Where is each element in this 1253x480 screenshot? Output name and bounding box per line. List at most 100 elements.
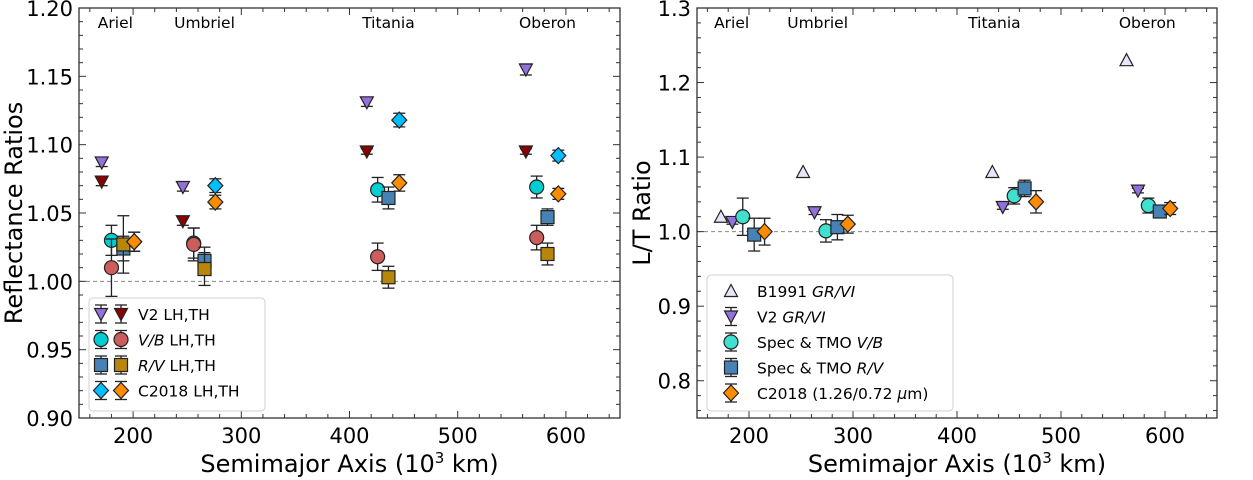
- moon-label-umbriel: Umbriel: [787, 14, 848, 32]
- data-point: [795, 164, 811, 179]
- y-tick-label: 1.3: [658, 0, 691, 21]
- series-rv_lh: [116, 186, 555, 276]
- legend: B1991 GR/VI V2 GR/VI Spec & TMO V/B Spec & …: [706, 274, 954, 412]
- x-tick-label: 500: [438, 424, 478, 448]
- legend-marker: [113, 307, 129, 322]
- data-point: [197, 261, 212, 277]
- data-point: [381, 270, 396, 285]
- series-rv: [747, 179, 1167, 252]
- legend-entry-label: C2018 (1.26/0.72 μm): [757, 385, 928, 403]
- moon-label-ariel: Ariel: [98, 14, 133, 32]
- y-tick-label: 1.0: [658, 221, 691, 245]
- legend-entry-label: R/V LH,TH: [138, 357, 216, 375]
- data-point: [550, 146, 567, 165]
- legend-entry-label: V2 LH,TH: [138, 306, 210, 324]
- y-axis-label: Reflectance Ratios: [0, 102, 28, 324]
- x-tick-label: 200: [113, 424, 153, 448]
- y-tick-label: 1.2: [658, 72, 691, 96]
- legend-entry-label: Spec & TMO R/V: [757, 360, 885, 378]
- data-point: [735, 209, 751, 225]
- data-point: [1161, 199, 1179, 218]
- data-point: [390, 174, 408, 192]
- legend-entry-label: C2018 LH,TH: [138, 383, 240, 401]
- legend-marker: [112, 381, 130, 400]
- series-v2_lh: [94, 63, 534, 195]
- legend-marker: [723, 283, 739, 298]
- data-point: [839, 215, 857, 234]
- legend-entry-label: B1991 GR/VI: [757, 283, 856, 301]
- legend-marker: [93, 357, 109, 373]
- moon-label-oberon: Oberon: [519, 14, 576, 32]
- x-axis-label: Semimajor Axis (103 km): [200, 449, 498, 478]
- x-tick-label: 300: [221, 424, 261, 448]
- data-point: [381, 190, 396, 206]
- x-tick-label: 400: [937, 424, 977, 448]
- y-tick-label: 1.00: [26, 270, 73, 294]
- x-tick-label: 600: [1145, 424, 1185, 448]
- data-point: [359, 145, 375, 160]
- x-tick-label: 400: [329, 424, 369, 448]
- legend-marker: [723, 334, 739, 350]
- moon-label-titania: Titania: [361, 14, 415, 32]
- data-point: [529, 179, 545, 195]
- y-tick-label: 1.10: [26, 134, 73, 158]
- data-point: [370, 249, 386, 265]
- data-point: [540, 246, 555, 262]
- series-v2_th: [94, 145, 534, 229]
- data-point: [207, 176, 224, 195]
- data-point: [724, 215, 740, 230]
- x-axis-label: Semimajor Axis (103 km): [808, 449, 1106, 478]
- legend-marker: [113, 331, 129, 348]
- series-v2: [724, 184, 1146, 230]
- legend-marker: [723, 360, 739, 375]
- series-c2018: [756, 189, 1179, 246]
- y-tick-label: 1.15: [26, 65, 73, 89]
- data-point: [1027, 192, 1045, 211]
- y-tick-label: 1.1: [658, 146, 691, 170]
- legend-marker: [92, 381, 110, 400]
- legend-marker: [113, 357, 129, 373]
- data-point: [175, 215, 191, 229]
- data-point: [390, 111, 408, 129]
- y-tick-label: 0.95: [26, 339, 73, 363]
- legend-box: [88, 297, 266, 412]
- x-tick-label: 600: [546, 424, 586, 448]
- data-point: [518, 145, 534, 160]
- data-point: [94, 175, 110, 190]
- data-point: [1119, 52, 1135, 67]
- legend-entry-label: V2 GR/VI: [757, 309, 826, 327]
- data-point: [125, 232, 143, 251]
- left-panel-reflectance: Ariel Umbriel Titania Oberon 200 300 400 500 600…: [0, 0, 621, 478]
- series-vb_th: [103, 224, 545, 298]
- data-point: [370, 182, 386, 198]
- moon-label-titania: Titania: [967, 14, 1021, 32]
- y-tick-label: 0.9: [658, 295, 691, 319]
- data-point: [1017, 181, 1032, 196]
- legend-entry-label: Spec & TMO V/B: [757, 334, 883, 352]
- series-b1991: [713, 52, 1135, 223]
- data-point: [207, 193, 224, 211]
- data-point: [186, 236, 202, 253]
- legend-marker: [722, 384, 740, 402]
- data-point: [995, 200, 1011, 215]
- moon-label-umbriel: Umbriel: [174, 14, 235, 32]
- data-point: [984, 164, 1000, 179]
- legend-box: [706, 274, 954, 412]
- y-axis-label: L/T Ratio: [628, 160, 656, 265]
- legend-entry-label: V/B LH,TH: [138, 332, 216, 350]
- data-point: [175, 180, 191, 195]
- data-point: [94, 156, 110, 171]
- data-point: [529, 230, 545, 246]
- x-tick-label: 200: [729, 424, 769, 448]
- x-tick-label: 500: [1041, 424, 1081, 448]
- data-point: [756, 222, 773, 241]
- y-tick-label: 0.90: [26, 407, 73, 431]
- data-point: [550, 184, 567, 203]
- data-point: [359, 96, 375, 111]
- series-c2018_th: [125, 174, 567, 252]
- series-c2018_lh: [125, 111, 567, 252]
- legend: V2 LH,TH V/B LH,TH R/V LH,TH C2018 LH,TH: [88, 297, 266, 412]
- data-point: [103, 260, 120, 276]
- legend-marker: [93, 307, 109, 322]
